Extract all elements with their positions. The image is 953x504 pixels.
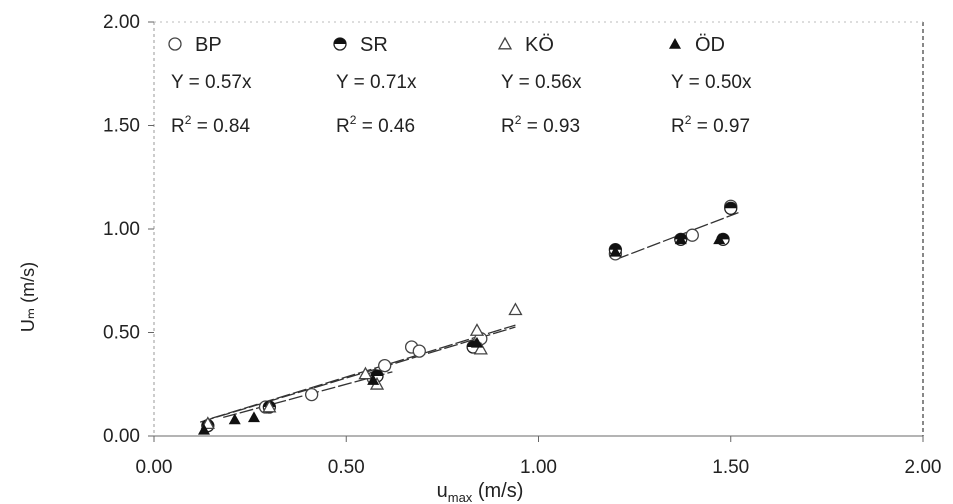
legend-equation: Y = 0.50x bbox=[671, 72, 752, 93]
fit-line bbox=[615, 211, 739, 261]
legend-equation: Y = 0.71x bbox=[336, 72, 417, 93]
data-point bbox=[367, 374, 380, 385]
legend-r-squared: R2 = 0.84 bbox=[171, 113, 250, 137]
y-tick-label: 1.50 bbox=[103, 116, 140, 137]
legend-r-squared-value: = 0.84 bbox=[191, 116, 250, 137]
data-point bbox=[724, 201, 738, 215]
data-point bbox=[262, 399, 277, 413]
data-point bbox=[674, 233, 687, 245]
marker-shape bbox=[674, 233, 687, 245]
legend-item: SR Y = 0.71x R2 = 0.46 bbox=[333, 34, 417, 137]
y-tick-label: 0.00 bbox=[103, 426, 140, 447]
data-point bbox=[685, 228, 699, 242]
x-tick-label: 1.50 bbox=[712, 457, 749, 478]
data-point bbox=[508, 302, 523, 316]
marker-shape bbox=[197, 423, 210, 435]
x-tick-label: 1.00 bbox=[520, 457, 557, 478]
data-point bbox=[713, 233, 726, 245]
x-axis-label-main: u bbox=[437, 480, 448, 502]
marker-shape bbox=[378, 358, 392, 373]
legend-r-squared-value: = 0.97 bbox=[691, 116, 750, 137]
marker-shape bbox=[367, 374, 380, 385]
legend-marker bbox=[669, 38, 681, 49]
data-point bbox=[609, 245, 622, 257]
legend-series-name: KÖ bbox=[525, 34, 554, 56]
x-tick-label: 0.00 bbox=[136, 457, 173, 478]
marker-shape bbox=[262, 399, 277, 413]
data-point bbox=[304, 387, 319, 402]
legend-r-squared-exponent: 2 bbox=[350, 113, 357, 127]
marker-shape bbox=[469, 323, 485, 336]
data-points-layer bbox=[197, 199, 738, 435]
legend-r-squared-exponent: 2 bbox=[185, 113, 192, 127]
marker-shape bbox=[412, 344, 426, 358]
y-axis-label: Uₘ (m/s) bbox=[18, 262, 38, 332]
data-point bbox=[469, 323, 485, 336]
legend-marker bbox=[168, 37, 182, 51]
x-axis-label-subscript: max bbox=[448, 490, 473, 504]
marker-shape bbox=[358, 366, 373, 380]
legend-r-squared-value: = 0.46 bbox=[356, 116, 415, 137]
tick-labels-layer: 0.00 0.50 1.00 1.50 2.00 0.00 0.50 1.00 1.50 2.00 bbox=[103, 12, 941, 478]
x-axis-label: umax (m/s) bbox=[437, 480, 524, 504]
legend-r-squared-symbol: R bbox=[671, 116, 685, 137]
legend-marker bbox=[333, 37, 347, 51]
legend-marker bbox=[497, 36, 513, 50]
data-point bbox=[197, 423, 210, 435]
marker-shape bbox=[304, 387, 319, 402]
x-axis-label-unit: (m/s) bbox=[472, 480, 523, 502]
marker-shape bbox=[669, 38, 681, 49]
marker-shape bbox=[473, 341, 488, 355]
data-point bbox=[470, 336, 483, 348]
marker-fill bbox=[371, 369, 384, 376]
marker-shape bbox=[168, 37, 182, 51]
marker-fill bbox=[334, 38, 346, 44]
legend-r-squared-symbol: R bbox=[171, 116, 185, 137]
data-point bbox=[358, 366, 373, 380]
legend-equation: Y = 0.57x bbox=[171, 72, 252, 93]
marker-shape bbox=[609, 245, 622, 257]
fit-lines-layer bbox=[199, 211, 739, 423]
legend-item: ÖD Y = 0.50x R2 = 0.97 bbox=[669, 34, 752, 137]
legend-item: KÖ Y = 0.56x R2 = 0.93 bbox=[497, 34, 582, 137]
data-point bbox=[378, 358, 392, 373]
legend-r-squared-symbol: R bbox=[501, 116, 515, 137]
fit-line bbox=[199, 326, 516, 423]
y-tick-label: 2.00 bbox=[103, 12, 140, 33]
legend-item: BP Y = 0.57x R2 = 0.84 bbox=[168, 34, 252, 137]
legend-r-squared-symbol: R bbox=[336, 116, 350, 137]
legend-equation: Y = 0.56x bbox=[501, 72, 582, 93]
legend-series-name: ÖD bbox=[695, 34, 725, 56]
marker-shape bbox=[497, 36, 513, 50]
legend-series-name: SR bbox=[360, 34, 388, 56]
marker-shape bbox=[713, 233, 726, 245]
y-tick-label: 0.50 bbox=[103, 323, 140, 344]
legend-r-squared-exponent: 2 bbox=[685, 113, 692, 127]
legend-series-name: BP bbox=[195, 34, 222, 56]
y-tick-label: 1.00 bbox=[103, 219, 140, 240]
legend-r-squared: R2 = 0.46 bbox=[336, 113, 415, 137]
data-point bbox=[473, 341, 488, 355]
legend-r-squared: R2 = 0.93 bbox=[501, 113, 580, 137]
marker-shape bbox=[470, 336, 483, 348]
data-point bbox=[247, 411, 260, 423]
x-tick-label: 2.00 bbox=[905, 457, 942, 478]
marker-shape bbox=[247, 411, 260, 423]
data-point bbox=[412, 344, 426, 358]
data-point bbox=[228, 413, 241, 425]
marker-shape bbox=[228, 413, 241, 425]
marker-fill bbox=[724, 202, 737, 209]
marker-shape bbox=[685, 228, 699, 242]
x-tick-label: 0.50 bbox=[328, 457, 365, 478]
legend-r-squared-value: = 0.93 bbox=[521, 116, 580, 137]
legend-r-squared: R2 = 0.97 bbox=[671, 113, 750, 137]
marker-shape bbox=[508, 302, 523, 316]
legend-r-squared-exponent: 2 bbox=[515, 113, 522, 127]
